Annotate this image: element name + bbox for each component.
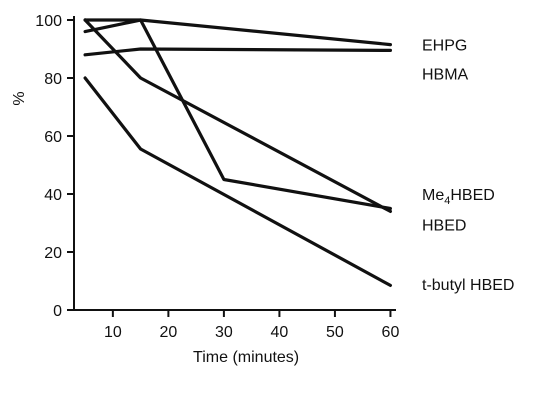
x-tick-label-50: 50: [326, 324, 344, 341]
x-tick-label-60: 60: [382, 324, 400, 341]
series-label-me4hbed: Me4HBED: [422, 187, 495, 207]
x-tick-label-30: 30: [215, 324, 233, 341]
y-tick-label-80: 80: [44, 71, 62, 88]
series-line-t-butyl-hbed: [83, 76, 392, 287]
series-label-t-butyl-hbed: t-butyl HBED: [422, 277, 514, 294]
series-line-me4hbed: [83, 18, 392, 213]
series-label-ehpg: EHPG: [422, 38, 467, 55]
series-line-ehpg: [83, 18, 392, 47]
series-line-hbed: [83, 18, 392, 211]
y-tick-label-100: 100: [35, 13, 62, 30]
x-tick-label-40: 40: [271, 324, 289, 341]
x-tick-label-10: 10: [104, 324, 122, 341]
series-line-hbma: [83, 47, 392, 57]
y-tick-label-60: 60: [44, 129, 62, 146]
x-axis-title: Time (minutes): [193, 349, 299, 366]
y-tick-label-0: 0: [53, 303, 62, 320]
axes: [73, 16, 396, 311]
y-axis-title: %: [11, 91, 28, 105]
series-labels: EHPG HBMA Me4HBED HBED t-butyl HBED: [422, 38, 514, 294]
series-label-hbed: HBED: [422, 217, 466, 234]
y-tick-label-20: 20: [44, 245, 62, 262]
x-ticks: 10 20 30 40 50 60: [104, 310, 399, 341]
series-label-hbma: HBMA: [422, 67, 469, 84]
y-tick-label-40: 40: [44, 187, 62, 204]
y-ticks: 0 20 40 60 80 100: [35, 13, 74, 320]
series-lines: [83, 18, 392, 287]
x-tick-label-20: 20: [159, 324, 177, 341]
